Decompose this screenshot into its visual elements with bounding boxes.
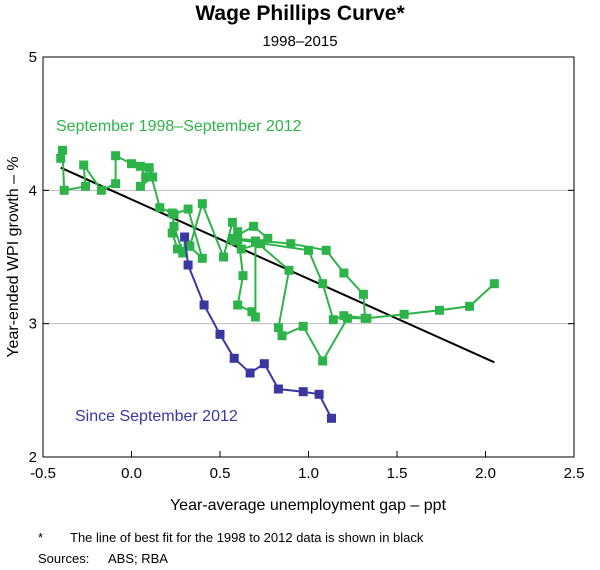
series-0-point	[227, 217, 237, 227]
series-0-point	[58, 145, 67, 155]
axis-ticks: -0.5 0.0 0.5 1.0 1.5 2.0 2.5 2 3 4 5	[29, 49, 585, 482]
series-0-point	[135, 181, 145, 191]
fit-line-group	[60, 166, 495, 364]
series-0-point	[277, 331, 287, 341]
series-0-point	[321, 245, 331, 255]
series-0-point	[298, 321, 308, 331]
series-0-point	[148, 172, 158, 182]
series-0-point	[56, 153, 66, 163]
series-0-point	[263, 233, 273, 243]
series-0-point	[233, 227, 243, 237]
series-0-point	[339, 268, 349, 278]
x-tick-label: 0.0	[121, 465, 142, 482]
series-0-point	[435, 305, 444, 315]
chart-subtitle: 1998–2015	[262, 33, 338, 50]
x-axis-label: Year-average unemployment gap – ppt	[170, 497, 447, 514]
series-0-point	[59, 185, 69, 195]
series-0-point	[318, 279, 328, 289]
series-0-point	[219, 252, 228, 262]
series-0-point	[250, 312, 260, 322]
series-0-point	[197, 199, 207, 209]
sources-label: Sources:	[38, 551, 90, 566]
series-group	[56, 145, 499, 423]
sources-note: Sources: ABS; RBA	[38, 551, 168, 566]
series-0-point	[127, 159, 136, 169]
footnote: * The line of best fit for the 1998 to 20…	[38, 530, 423, 545]
series-0-point	[183, 204, 193, 214]
x-tick-label: 1.5	[387, 465, 408, 482]
series-0-point	[489, 279, 499, 289]
series-0-point	[167, 228, 177, 238]
x-tick-label: 1.0	[298, 465, 319, 482]
x-tick-label: 2.0	[475, 465, 496, 482]
series-1-point	[327, 413, 336, 423]
y-tick-label: 5	[29, 49, 37, 66]
series-0-point	[233, 235, 243, 245]
series-0-point	[238, 271, 248, 281]
series-0-point	[286, 239, 296, 249]
series-0-point	[81, 181, 90, 191]
series-0-point	[339, 311, 349, 321]
series-0-point	[169, 209, 179, 219]
annotation-blue: Since September 2012	[75, 408, 238, 425]
series-1-point	[199, 300, 209, 310]
series-0-point	[178, 248, 188, 258]
plot-frame	[42, 56, 575, 458]
footnote-marker: *	[38, 530, 44, 545]
series-0-point	[96, 185, 106, 195]
series-0-point	[328, 315, 338, 325]
x-tick-label: 0.5	[210, 465, 231, 482]
series-0-point	[141, 172, 151, 182]
series-1-point	[314, 389, 324, 399]
gridlines	[43, 189, 574, 325]
series-0-point	[284, 265, 294, 275]
series-0-point	[465, 301, 475, 311]
series-0-point	[236, 244, 246, 254]
series-1-point	[229, 353, 239, 363]
series-0-point	[233, 300, 243, 310]
series-0-point	[135, 161, 145, 171]
y-tick-label: 3	[29, 316, 37, 333]
series-0-point	[249, 221, 259, 231]
series-0-point	[79, 160, 89, 170]
y-tick-label: 2	[29, 449, 37, 466]
series-line-1	[183, 236, 333, 419]
series-0-point	[155, 203, 165, 213]
x-tick-label: 2.5	[564, 465, 585, 482]
series-0-point	[185, 241, 195, 251]
series-0-point	[144, 163, 154, 173]
series-0-point	[273, 323, 283, 333]
series-0-point	[399, 309, 409, 319]
series-0-point	[256, 239, 266, 249]
series-0-point	[358, 289, 368, 299]
series-1-point	[183, 260, 193, 270]
series-0-point	[318, 356, 328, 366]
series-0-point	[304, 245, 313, 255]
series-1-point	[273, 384, 283, 394]
series-0-point	[173, 244, 182, 254]
x-tick-label: -0.5	[30, 465, 56, 482]
series-0-point	[111, 151, 121, 161]
series-0-point	[362, 313, 372, 323]
series-1-point	[245, 368, 255, 378]
annotation-green: September 1998–September 2012	[56, 118, 302, 135]
series-1-point	[180, 232, 190, 242]
series-0-point	[197, 253, 207, 263]
footnote-text: The line of best fit for the 1998 to 201…	[70, 530, 424, 545]
best-fit-line	[60, 166, 495, 364]
sources-text: ABS; RBA	[108, 551, 168, 566]
series-1-point	[215, 329, 225, 339]
series-0-point	[247, 307, 257, 317]
chart-title: Wage Phillips Curve*	[195, 2, 405, 25]
series-1-point	[298, 387, 308, 397]
series-0-point	[111, 179, 121, 189]
y-axis-label: Year-ended WPI growth – %	[5, 156, 22, 357]
series-1-point	[259, 359, 269, 369]
y-tick-label: 4	[29, 182, 37, 199]
series-0-point	[250, 236, 260, 246]
series-0-point	[169, 221, 179, 231]
